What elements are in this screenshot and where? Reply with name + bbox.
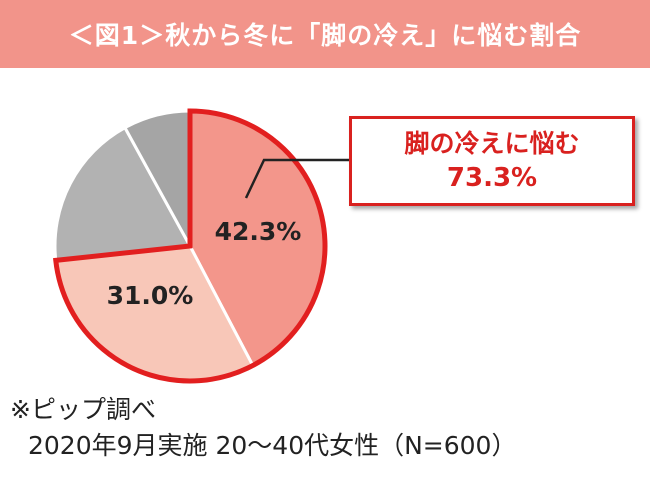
source-note: ※ピップ調べ 2020年9月実施 20～40代女性（N=600）	[10, 392, 516, 464]
slice-label-2: 31.0%	[107, 281, 194, 310]
chart-title: ＜図1＞秋から冬に「脚の冷え」に悩む割合	[68, 21, 582, 50]
title-banner: ＜図1＞秋から冬に「脚の冷え」に悩む割合	[0, 0, 650, 68]
pie-chart: 42.3% 31.0%	[53, 108, 349, 384]
callout-value: 73.3%	[446, 163, 538, 193]
highlight-outline	[53, 108, 328, 384]
pie-slice-3	[53, 125, 193, 263]
source-note-line1: ※ピップ調べ	[10, 395, 156, 424]
callout-box: 脚の冷えに悩む 73.3%	[349, 116, 635, 206]
callout-leader-line	[244, 158, 349, 199]
callout-label: 脚の冷えに悩む	[404, 129, 580, 158]
source-note-line2: 2020年9月実施 20～40代女性（N=600）	[28, 431, 517, 460]
slice-label-1: 42.3%	[215, 217, 302, 246]
